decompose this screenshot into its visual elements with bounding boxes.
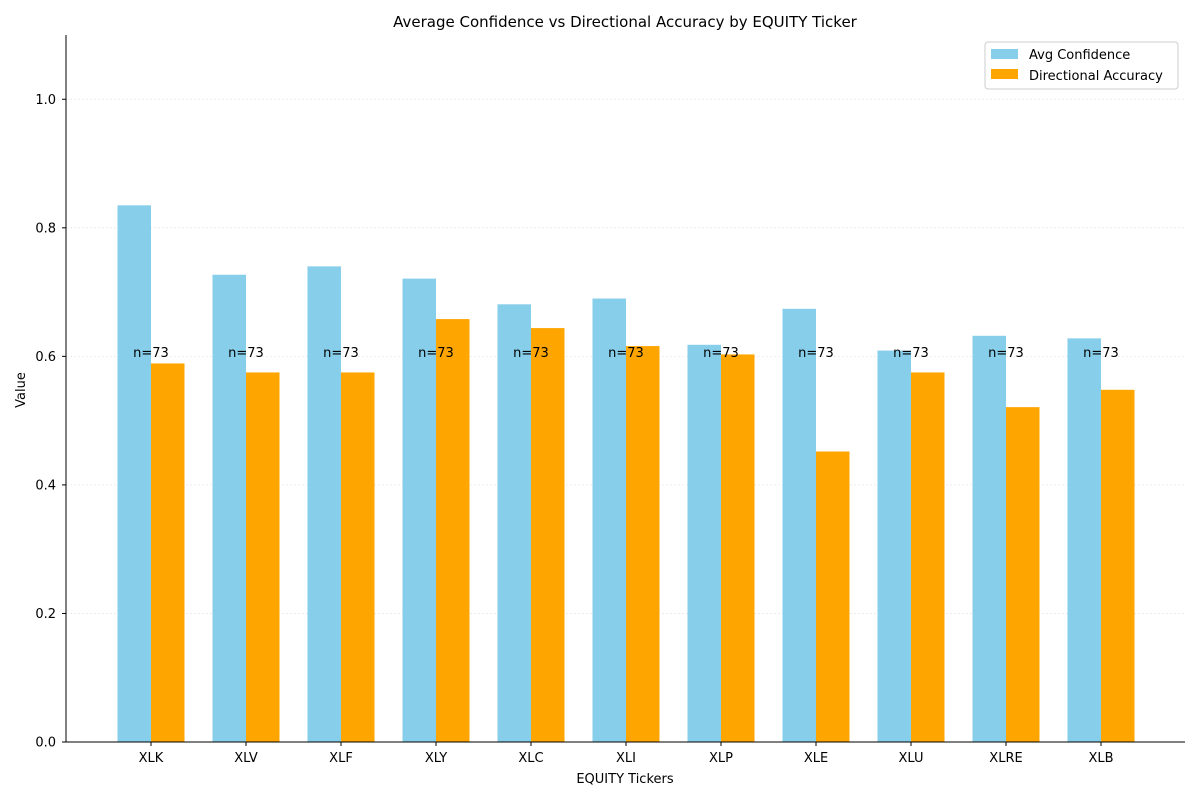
x-tick-label: XLP (709, 751, 733, 766)
bar-directional-accuracy-xlre (1006, 407, 1040, 742)
count-label: n=73 (513, 346, 549, 361)
bar-avg-confidence-xlv (212, 274, 246, 742)
x-tick-label: XLY (425, 751, 447, 766)
y-tick-label: 1.0 (35, 93, 56, 108)
bar-directional-accuracy-xlf (341, 372, 375, 742)
count-label: n=73 (798, 346, 834, 361)
bar-directional-accuracy-xli (626, 346, 660, 742)
bar-avg-confidence-xle (782, 308, 816, 742)
legend-swatch-directional-accuracy (991, 69, 1018, 79)
bar-directional-accuracy-xlu (911, 372, 945, 742)
y-tick-label: 0.8 (35, 221, 56, 236)
bar-avg-confidence-xlre (972, 335, 1006, 742)
x-tick-label: XLI (616, 751, 636, 766)
legend-label-avg-confidence: Avg Confidence (1029, 48, 1130, 63)
bar-avg-confidence-xlf (307, 266, 341, 742)
bar-avg-confidence-xli (592, 298, 626, 742)
bar-avg-confidence-xlb (1067, 338, 1101, 742)
x-axis-label: EQUITY Tickers (576, 772, 674, 787)
x-tick-label: XLRE (989, 751, 1022, 766)
x-tick-label: XLE (804, 751, 828, 766)
y-tick-label: 0.2 (35, 607, 56, 622)
y-tick-label: 0.0 (35, 736, 56, 751)
bar-directional-accuracy-xlb (1101, 389, 1135, 742)
x-tick-label: XLC (518, 751, 543, 766)
bar-avg-confidence-xlc (497, 304, 531, 742)
count-label: n=73 (608, 346, 644, 361)
count-label: n=73 (228, 346, 264, 361)
bar-avg-confidence-xlu (877, 350, 911, 742)
x-tick-label: XLF (329, 751, 353, 766)
x-tick-label: XLK (139, 751, 164, 766)
bar-directional-accuracy-xlp (721, 354, 755, 742)
count-label: n=73 (1083, 346, 1119, 361)
legend: Avg Confidence Directional Accuracy (984, 41, 1179, 90)
bar-directional-accuracy-xly (436, 319, 470, 742)
y-axis-label: Value (14, 372, 29, 408)
x-tick-label: XLB (1088, 751, 1113, 766)
y-ticks: 0.0 0.2 0.4 0.6 0.8 1.0 (35, 93, 66, 751)
x-ticks: XLK XLV XLF XLY XLC XLI XLP XLE XLU XLRE XLB (139, 742, 1114, 766)
bar-directional-accuracy-xlk (151, 363, 185, 742)
count-label: n=73 (893, 346, 929, 361)
x-tick-label: XLU (898, 751, 923, 766)
count-label: n=73 (323, 346, 359, 361)
bar-avg-confidence-xly (402, 278, 436, 742)
bar-directional-accuracy-xlc (531, 328, 565, 742)
bar-avg-confidence-xlp (687, 344, 721, 742)
legend-frame (984, 41, 1179, 90)
bar-avg-confidence-xlk (117, 205, 151, 742)
bars (117, 205, 1135, 742)
y-tick-label: 0.6 (35, 350, 56, 365)
count-label: n=73 (988, 346, 1024, 361)
count-annotations: n=73 n=73 n=73 n=73 n=73 n=73 n=73 n=73 n=73 n=73… (133, 346, 1119, 361)
bar-directional-accuracy-xle (816, 451, 850, 742)
count-label: n=73 (133, 346, 169, 361)
y-tick-label: 0.4 (35, 478, 56, 493)
count-label: n=73 (703, 346, 739, 361)
count-label: n=73 (418, 346, 454, 361)
legend-label-directional-accuracy: Directional Accuracy (1029, 69, 1163, 84)
x-tick-label: XLV (234, 751, 258, 766)
chart-title: Average Confidence vs Directional Accura… (393, 13, 858, 31)
bar-directional-accuracy-xlv (246, 372, 280, 742)
legend-swatch-avg-confidence (991, 49, 1018, 59)
